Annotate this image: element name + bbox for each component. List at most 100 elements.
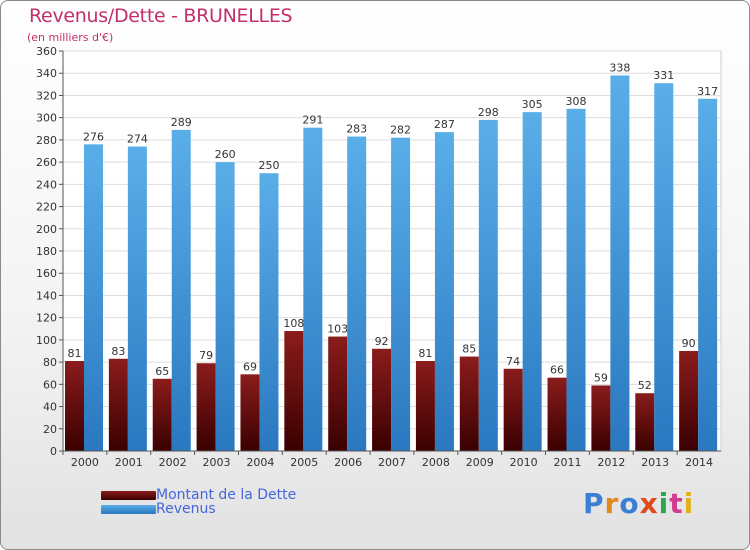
logo-letter: t bbox=[669, 487, 684, 520]
bar-debt-2003 bbox=[196, 363, 216, 451]
value-label-revenue-2009: 298 bbox=[478, 106, 499, 119]
logo-letter: i bbox=[658, 487, 670, 520]
bar-debt-2010 bbox=[503, 368, 523, 451]
y-tick-label: 280 bbox=[36, 134, 57, 147]
legend-label-debt: Montant de la Dette bbox=[156, 487, 297, 503]
bar-debt-2008 bbox=[415, 361, 435, 451]
value-label-debt-2011: 66 bbox=[550, 364, 564, 377]
value-label-debt-2007: 92 bbox=[375, 335, 389, 348]
y-tick-label: 20 bbox=[43, 423, 57, 436]
bar-revenue-2009 bbox=[478, 119, 498, 451]
bar-revenue-2014 bbox=[698, 98, 718, 452]
bar-revenue-2010 bbox=[522, 112, 542, 451]
bar-revenue-2001 bbox=[127, 146, 147, 452]
value-label-debt-2002: 65 bbox=[155, 365, 169, 378]
bar-revenue-2002 bbox=[171, 129, 191, 451]
x-tick-label-2005: 2005 bbox=[290, 456, 318, 469]
value-label-debt-2001: 83 bbox=[111, 345, 125, 358]
x-tick-label-2013: 2013 bbox=[641, 456, 669, 469]
value-label-debt-2006: 103 bbox=[327, 323, 348, 336]
y-tick-label: 180 bbox=[36, 245, 57, 258]
value-label-debt-2003: 79 bbox=[199, 349, 213, 362]
bar-debt-2005 bbox=[284, 331, 304, 451]
bar-revenue-2006 bbox=[347, 136, 367, 452]
bar-revenue-2004 bbox=[259, 173, 279, 451]
x-tick-label-2000: 2000 bbox=[71, 456, 99, 469]
y-tick-label: 340 bbox=[36, 67, 57, 80]
bar-debt-2001 bbox=[108, 358, 128, 451]
value-label-revenue-2010: 305 bbox=[522, 98, 543, 111]
value-label-debt-2000: 81 bbox=[68, 347, 82, 360]
value-label-revenue-2008: 287 bbox=[434, 118, 455, 131]
legend-label-revenue: Revenus bbox=[156, 501, 216, 517]
y-tick-label: 220 bbox=[36, 201, 57, 214]
value-label-revenue-2002: 289 bbox=[171, 116, 192, 129]
value-label-revenue-2000: 276 bbox=[83, 130, 104, 143]
value-label-revenue-2006: 283 bbox=[346, 123, 367, 136]
bar-revenue-2003 bbox=[215, 162, 235, 451]
x-tick-label-2012: 2012 bbox=[597, 456, 625, 469]
y-tick-label: 260 bbox=[36, 156, 57, 169]
x-tick-label-2007: 2007 bbox=[378, 456, 406, 469]
x-tick-label-2004: 2004 bbox=[246, 456, 274, 469]
y-tick-label: 60 bbox=[43, 378, 57, 391]
x-tick-label-2011: 2011 bbox=[553, 456, 581, 469]
y-tick-label: 360 bbox=[36, 45, 57, 58]
x-tick-label-2010: 2010 bbox=[510, 456, 538, 469]
legend-swatch-debt bbox=[101, 491, 156, 500]
value-label-revenue-2011: 308 bbox=[566, 95, 587, 108]
x-tick-label-2014: 2014 bbox=[685, 456, 713, 469]
bar-revenue-2008 bbox=[434, 132, 454, 451]
proxiti-logo: Proxiti bbox=[583, 487, 694, 520]
value-label-debt-2004: 69 bbox=[243, 360, 257, 373]
y-tick-label: 160 bbox=[36, 267, 57, 280]
y-tick-label: 300 bbox=[36, 112, 57, 125]
y-tick-label: 320 bbox=[36, 89, 57, 102]
chart-subtitle: (en milliers d'€) bbox=[27, 31, 114, 44]
value-label-debt-2013: 52 bbox=[638, 379, 652, 392]
x-tick-label-2002: 2002 bbox=[159, 456, 187, 469]
logo-letter: o bbox=[619, 487, 640, 520]
y-tick-label: 40 bbox=[43, 401, 57, 414]
value-label-revenue-2007: 282 bbox=[390, 124, 411, 137]
value-label-revenue-2003: 260 bbox=[215, 148, 236, 161]
value-label-debt-2012: 59 bbox=[594, 371, 608, 384]
value-label-debt-2014: 90 bbox=[682, 337, 696, 350]
bar-revenue-2011 bbox=[566, 108, 586, 452]
bar-revenue-2000 bbox=[84, 144, 103, 452]
value-label-revenue-2014: 317 bbox=[697, 85, 718, 98]
logo-letter: x bbox=[639, 487, 659, 520]
bar-debt-2006 bbox=[328, 336, 348, 451]
chart-title: Revenus/Dette - BRUNELLES bbox=[29, 5, 293, 27]
bar-revenue-2013 bbox=[654, 83, 674, 451]
value-label-revenue-2004: 250 bbox=[258, 159, 279, 172]
y-tick-label: 0 bbox=[50, 445, 57, 458]
y-tick-label: 200 bbox=[36, 223, 57, 236]
value-label-debt-2010: 74 bbox=[506, 355, 520, 368]
y-tick-label: 120 bbox=[36, 312, 57, 325]
value-label-revenue-2005: 291 bbox=[302, 114, 323, 127]
bar-debt-2000 bbox=[65, 361, 84, 451]
bar-chart: 81 276 83 274 65 289 79 260 69 250 108 291 103 283 92 2… bbox=[36, 45, 722, 469]
x-tick-label-2006: 2006 bbox=[334, 456, 362, 469]
y-tick-label: 140 bbox=[36, 289, 57, 302]
bar-debt-2013 bbox=[635, 393, 655, 451]
y-axis: 0 20 40 60 80 100 120 140 160 180 200 220 240 260 280 3… bbox=[36, 45, 64, 458]
bar-revenue-2005 bbox=[303, 127, 323, 452]
y-tick-label: 80 bbox=[43, 356, 57, 369]
value-labels: 81 276 83 274 65 289 79 260 69 250 108 291 103 283 92 2… bbox=[68, 61, 719, 392]
x-axis: 2000 2001 2002 2003 2004 2005 2006 2007 2008 2009… bbox=[62, 450, 721, 469]
bar-revenue-2012 bbox=[610, 75, 630, 451]
logo-letter: i bbox=[683, 487, 695, 520]
bar-debt-2011 bbox=[547, 377, 567, 451]
bar-debt-2014 bbox=[679, 351, 699, 451]
bar-revenue-2007 bbox=[391, 137, 411, 451]
logo-letter: P bbox=[583, 487, 605, 520]
logo-letter: r bbox=[604, 487, 620, 520]
bars-group bbox=[65, 75, 718, 452]
value-label-revenue-2001: 274 bbox=[127, 133, 148, 146]
bar-debt-2004 bbox=[240, 374, 260, 451]
x-tick-label-2001: 2001 bbox=[115, 456, 143, 469]
value-label-debt-2005: 108 bbox=[283, 317, 304, 330]
